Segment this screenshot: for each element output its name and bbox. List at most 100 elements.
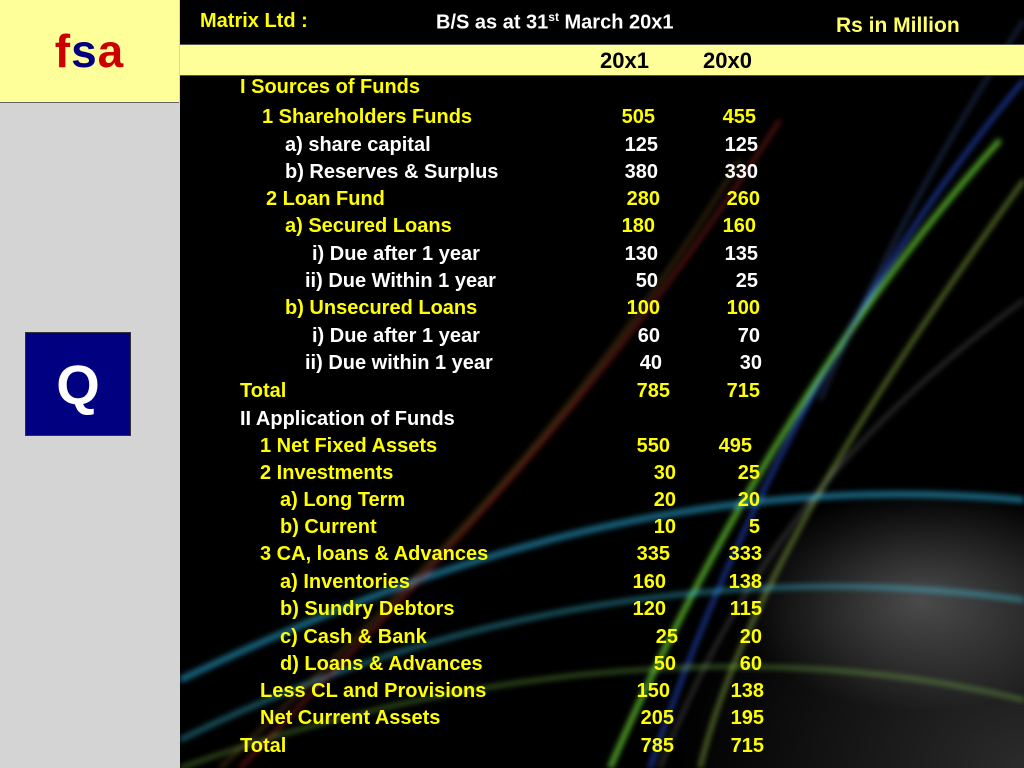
value-20x0: 25: [737, 462, 760, 484]
value-20x1: 505: [621, 106, 655, 128]
value-20x0: 70: [737, 325, 760, 347]
year-current: 20x1: [600, 48, 649, 73]
table-row: Less CL and Provisions 150 138: [180, 680, 1024, 707]
row-label: Total: [240, 380, 287, 402]
value-20x1: 120: [632, 598, 666, 620]
value-20x1: 50: [635, 270, 658, 292]
value-20x1: 785: [636, 380, 670, 402]
value-20x1: 30: [653, 462, 676, 484]
table-row: II Application of Funds: [180, 408, 1024, 435]
logo-f: f: [54, 25, 72, 77]
table-row: d) Loans & Advances 50 60: [180, 653, 1024, 680]
value-20x1: 20: [653, 489, 676, 511]
table-row: 2 Loan Fund 280 260: [180, 188, 1024, 215]
value-20x1: 125: [624, 134, 658, 156]
value-20x1: 100: [626, 297, 660, 319]
value-20x0: 330: [724, 161, 758, 183]
value-20x0: 495: [718, 435, 752, 457]
year-header-bar: 20x1 20x0: [180, 44, 1024, 76]
units-label: Rs in Million: [836, 14, 960, 37]
row-label: a) Inventories: [280, 571, 411, 593]
row-label: Net Current Assets: [260, 707, 441, 729]
row-label: a) Secured Loans: [285, 215, 452, 237]
row-label: Less CL and Provisions: [260, 680, 487, 702]
row-label: 3 CA, loans & Advances: [260, 543, 489, 565]
value-20x0: 115: [729, 598, 762, 620]
value-20x0: 260: [726, 188, 760, 210]
value-20x0: 20: [739, 626, 762, 648]
value-20x0: 125: [724, 134, 758, 156]
value-20x0: 20: [737, 489, 760, 511]
table-row: 2 Investments 30 25: [180, 462, 1024, 489]
value-20x1: 130: [624, 243, 658, 265]
table-row: b) Sundry Debtors 120 115: [180, 598, 1024, 625]
logo-a: a: [97, 25, 125, 77]
table-row: ii) Due within 1 year 40 30: [180, 352, 1024, 379]
row-label: Total: [240, 735, 287, 757]
table-row: a) Secured Loans 180 160: [180, 215, 1024, 242]
row-label: c) Cash & Bank: [280, 626, 427, 648]
row-label: d) Loans & Advances: [280, 653, 483, 675]
value-20x1: 50: [653, 653, 676, 675]
row-label: 1 Shareholders Funds: [262, 106, 473, 128]
table-row: 1 Shareholders Funds 505 455: [180, 106, 1024, 133]
row-label: I Sources of Funds: [240, 76, 421, 98]
title-bar: Matrix Ltd : B/S as at 31st March 20x1 R…: [180, 0, 1024, 44]
question-badge[interactable]: Q: [25, 332, 131, 436]
logo-box: fsa: [0, 0, 179, 103]
value-20x0: 715: [730, 735, 764, 757]
year-previous: 20x0: [703, 48, 752, 73]
value-20x1: 280: [626, 188, 660, 210]
table-row: i) Due after 1 year 130 135: [180, 243, 1024, 270]
row-label: i) Due after 1 year: [312, 243, 480, 265]
logo-s: s: [71, 25, 98, 77]
table-row: a) Long Term 20 20: [180, 489, 1024, 516]
value-20x1: 160: [632, 571, 666, 593]
title-superscript: st: [548, 10, 559, 24]
sidebar: fsa Q: [0, 0, 181, 768]
table-row: b) Current 10 5: [180, 516, 1024, 543]
value-20x1: 180: [621, 215, 655, 237]
table-row: 3 CA, loans & Advances 335 333: [180, 543, 1024, 570]
row-label: b) Sundry Debtors: [280, 598, 455, 620]
value-20x1: 60: [637, 325, 660, 347]
row-label: b) Unsecured Loans: [285, 297, 478, 319]
value-20x1: 335: [636, 543, 670, 565]
value-20x1: 785: [640, 735, 674, 757]
table-row: b) Unsecured Loans 100 100: [180, 297, 1024, 324]
value-20x0: 135: [724, 243, 758, 265]
value-20x0: 138: [728, 571, 762, 593]
value-20x0: 160: [722, 215, 756, 237]
title-end: March 20x1: [558, 11, 674, 34]
table-row: Total 785 715: [180, 735, 1024, 762]
background-light-streaks: [180, 19, 1024, 768]
table-row: i) Due after 1 year 60 70: [180, 325, 1024, 352]
table-row: ii) Due Within 1 year 50 25: [180, 270, 1024, 297]
value-20x0: 333: [728, 543, 762, 565]
row-label: b) Reserves & Surplus: [285, 161, 499, 183]
table-row: Net Current Assets 205 195: [180, 707, 1024, 734]
table-row: a) share capital 125 125: [180, 134, 1024, 161]
value-20x0: 30: [739, 352, 762, 374]
value-20x1: 205: [640, 707, 674, 729]
value-20x1: 380: [624, 161, 658, 183]
row-label: ii) Due Within 1 year: [305, 270, 496, 292]
value-20x0: 25: [735, 270, 758, 292]
row-label: i) Due after 1 year: [312, 325, 480, 347]
value-20x0: 100: [726, 297, 760, 319]
value-20x1: 150: [636, 680, 670, 702]
value-20x0: 195: [730, 707, 764, 729]
value-20x0: 455: [722, 106, 756, 128]
value-20x1: 550: [636, 435, 670, 457]
table-row: I Sources of Funds: [180, 76, 1024, 103]
balance-sheet-title: B/S as at 31st March 20x1: [436, 10, 673, 35]
balance-sheet-slide: Matrix Ltd : B/S as at 31st March 20x1 R…: [180, 0, 1024, 768]
value-20x0: 60: [739, 653, 762, 675]
row-label: 2 Investments: [260, 462, 394, 484]
value-20x0: 138: [730, 680, 764, 702]
value-20x1: 40: [639, 352, 662, 374]
balance-sheet-rows: I Sources of Funds 1 Shareholders Funds 50…: [180, 0, 1024, 768]
value-20x0: 5: [748, 516, 760, 538]
value-20x1: 10: [653, 516, 676, 538]
row-label: 1 Net Fixed Assets: [260, 435, 438, 457]
